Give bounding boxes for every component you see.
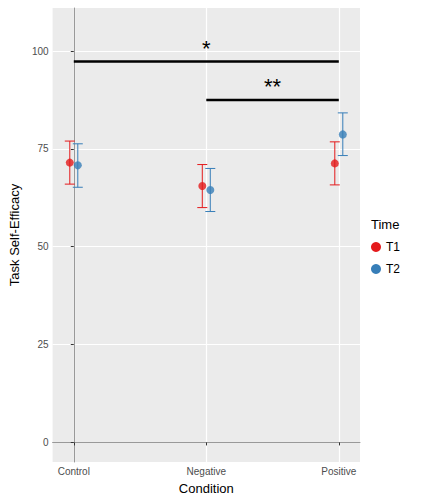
svg-text:100: 100 [32, 46, 49, 57]
svg-text:Time: Time [371, 217, 399, 232]
svg-text:25: 25 [37, 339, 49, 350]
svg-text:Task Self-Efficacy: Task Self-Efficacy [7, 183, 22, 286]
svg-text:Positive: Positive [321, 466, 356, 477]
svg-text:Condition: Condition [179, 481, 234, 496]
svg-text:**: ** [264, 74, 282, 99]
svg-text:75: 75 [37, 143, 49, 154]
svg-text:*: * [202, 36, 211, 61]
svg-text:T2: T2 [386, 262, 400, 276]
svg-text:Control: Control [58, 466, 90, 477]
svg-text:T1: T1 [386, 240, 400, 254]
svg-text:0: 0 [43, 437, 49, 448]
svg-text:50: 50 [37, 241, 49, 252]
svg-text:Negative: Negative [187, 466, 227, 477]
